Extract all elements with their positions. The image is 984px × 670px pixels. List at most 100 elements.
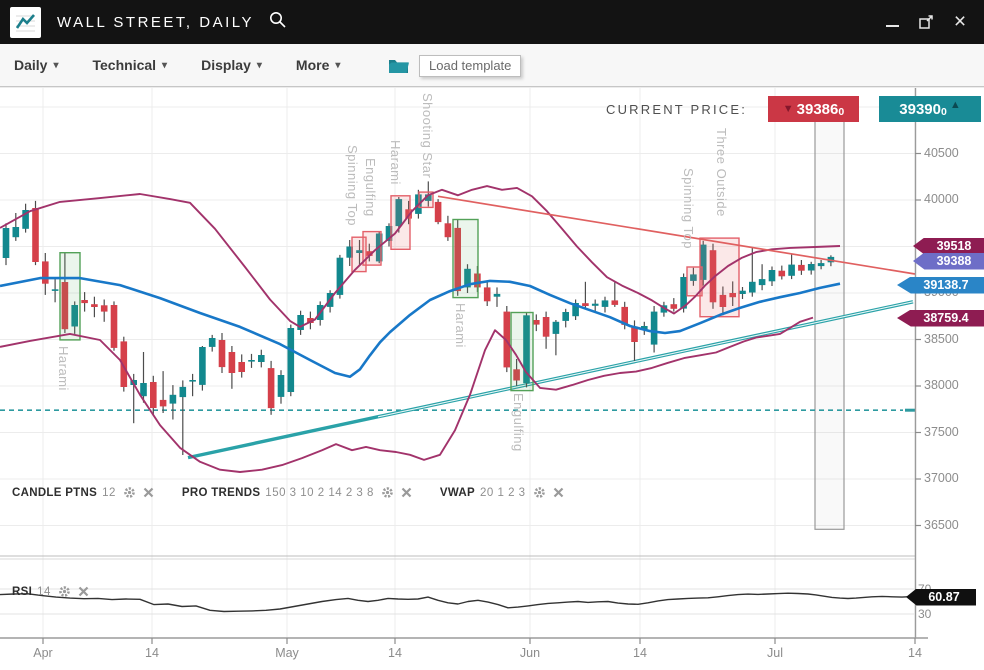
menu-technical[interactable]: Technical ▾ xyxy=(93,57,168,73)
candle-body[interactable] xyxy=(100,305,108,312)
candle-body[interactable] xyxy=(120,341,128,387)
candle-body[interactable] xyxy=(366,251,373,256)
candle-body[interactable] xyxy=(346,246,353,258)
candle-body[interactable] xyxy=(140,383,147,397)
candle-body[interactable] xyxy=(179,386,187,398)
indicator-settings-button[interactable] xyxy=(533,486,546,499)
pattern-box-three-outside[interactable] xyxy=(699,237,740,318)
menu-more[interactable]: More ▾ xyxy=(296,57,340,73)
candle-body[interactable] xyxy=(405,209,412,219)
pattern-box-harami[interactable] xyxy=(59,251,81,341)
candle-body[interactable] xyxy=(208,338,216,347)
candle-body[interactable] xyxy=(768,270,776,282)
pattern-box-spinning-top[interactable] xyxy=(686,266,703,297)
candle-body[interactable] xyxy=(297,315,304,330)
candle-body[interactable] xyxy=(228,352,236,373)
candle-body[interactable] xyxy=(562,312,569,321)
candle-body[interactable] xyxy=(61,282,69,330)
candle-body[interactable] xyxy=(572,303,579,317)
candle-body[interactable] xyxy=(2,228,10,258)
candle-body[interactable] xyxy=(788,264,795,276)
buy-price-button[interactable]: 39390 0 ▲ xyxy=(879,96,981,122)
candle-body[interactable] xyxy=(159,399,167,407)
indicator-settings-button[interactable] xyxy=(58,585,71,598)
candle-body[interactable] xyxy=(758,279,766,286)
candle-body[interactable] xyxy=(238,362,245,372)
candle-body[interactable] xyxy=(22,210,29,229)
minimize-button[interactable] xyxy=(882,12,902,32)
candle-body[interactable] xyxy=(719,294,727,307)
pattern-box-shooting-star[interactable] xyxy=(418,191,434,209)
trendline-support_vwap[interactable] xyxy=(187,300,914,460)
candle-body[interactable] xyxy=(189,380,196,382)
menu-daily[interactable]: Daily ▾ xyxy=(14,57,59,73)
candle-body[interactable] xyxy=(739,290,746,294)
candle-body[interactable] xyxy=(513,369,520,381)
candle-body[interactable] xyxy=(690,274,697,281)
candle-body[interactable] xyxy=(660,305,668,313)
candle-body[interactable] xyxy=(631,326,638,343)
candle-body[interactable] xyxy=(817,263,825,267)
candle-body[interactable] xyxy=(699,244,707,280)
pattern-box-harami[interactable] xyxy=(390,195,411,251)
candle-body[interactable] xyxy=(199,347,206,385)
candle-body[interactable] xyxy=(749,281,756,293)
candle-body[interactable] xyxy=(218,340,226,368)
indicator-remove-button[interactable] xyxy=(143,487,154,498)
candle-body[interactable] xyxy=(650,311,658,345)
candle-body[interactable] xyxy=(493,293,501,297)
candle-body[interactable] xyxy=(444,223,452,238)
candle-body[interactable] xyxy=(425,194,432,201)
candle-body[interactable] xyxy=(680,277,687,309)
candle-body[interactable] xyxy=(552,321,560,334)
candle-body[interactable] xyxy=(798,264,805,271)
candle-body[interactable] xyxy=(267,368,275,409)
candle-body[interactable] xyxy=(258,355,265,362)
indicator-remove-button[interactable] xyxy=(78,586,89,597)
candle-body[interactable] xyxy=(169,394,177,404)
menu-display[interactable]: Display ▾ xyxy=(201,57,262,73)
candle-body[interactable] xyxy=(621,306,628,325)
candle-body[interactable] xyxy=(464,268,471,288)
candle-body[interactable] xyxy=(248,360,255,362)
candle-body[interactable] xyxy=(542,317,550,337)
candle-body[interactable] xyxy=(385,226,393,241)
candle-body[interactable] xyxy=(454,227,461,292)
candle-body[interactable] xyxy=(611,300,619,305)
pattern-box-engulfing[interactable] xyxy=(510,311,534,392)
candle-body[interactable] xyxy=(71,305,78,327)
candle-body[interactable] xyxy=(778,270,786,277)
candle-body[interactable] xyxy=(307,318,314,323)
indicator-remove-button[interactable] xyxy=(401,487,412,498)
candle-body[interactable] xyxy=(395,199,403,227)
candle-body[interactable] xyxy=(336,257,344,295)
projection-box[interactable] xyxy=(814,98,845,530)
candle-body[interactable] xyxy=(287,328,295,392)
candle-body[interactable] xyxy=(91,304,98,307)
candle-body[interactable] xyxy=(729,293,736,298)
candle-body[interactable] xyxy=(356,250,363,253)
candle-body[interactable] xyxy=(42,261,49,284)
close-button[interactable]: × xyxy=(953,10,967,33)
trendline-resistance[interactable] xyxy=(437,195,916,275)
candle-body[interactable] xyxy=(523,315,530,384)
indicator-settings-button[interactable] xyxy=(123,486,136,499)
candle-body[interactable] xyxy=(12,227,20,238)
candle-body[interactable] xyxy=(601,300,609,307)
indicator-settings-button[interactable] xyxy=(381,486,394,499)
candle-body[interactable] xyxy=(434,201,442,223)
candle-body[interactable] xyxy=(591,303,599,306)
indicator-remove-button[interactable] xyxy=(553,487,564,498)
candle-body[interactable] xyxy=(582,303,589,306)
candle-body[interactable] xyxy=(277,375,285,397)
candle-body[interactable] xyxy=(670,304,678,309)
candle-body[interactable] xyxy=(533,320,540,325)
candle-body[interactable] xyxy=(483,287,491,302)
popout-button[interactable] xyxy=(916,12,936,32)
candle-body[interactable] xyxy=(709,250,717,303)
candle-body[interactable] xyxy=(150,382,157,408)
candle-body[interactable] xyxy=(807,264,815,271)
candle-body[interactable] xyxy=(32,208,39,262)
search-icon[interactable] xyxy=(268,10,287,34)
